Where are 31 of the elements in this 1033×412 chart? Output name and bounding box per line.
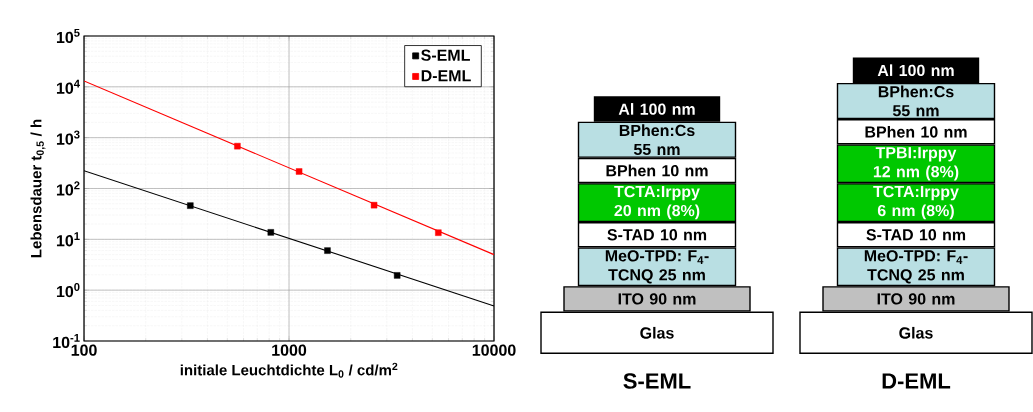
text: Al 100 nm: [877, 64, 954, 77]
text: TCTA:Irppy 6 nm (8%): [873, 185, 959, 220]
text: BPhen 10 nm: [606, 164, 708, 177]
text: Glas: [640, 326, 674, 339]
y-tick-label: 10$^{0}$: [56, 283, 80, 298]
y-tick-label: 10$^{2}$: [56, 181, 80, 196]
y-tick-label: 10$^{4}$: [56, 79, 80, 94]
text: BPhen:Cs 55 nm: [878, 85, 954, 117]
text: S-EML: [623, 373, 691, 389]
y-tick-label: 10$^{5}$: [56, 28, 80, 44]
text: S-TAD 10 nm: [607, 229, 707, 241]
legend-label: D-EML: [421, 70, 471, 82]
text: Al 100 nm: [618, 103, 695, 115]
text: BPhen 10 nm: [865, 125, 967, 138]
text: MeO-TPD: F$_{4}$-TCNQ 25 nm: [864, 250, 968, 284]
y-tick-label: 10$^{3}$: [56, 130, 80, 145]
text: ITO 90 nm: [877, 293, 955, 305]
text: TCTA:Irppy 20 nm (8%): [614, 185, 700, 220]
x-tick-label: 1000: [272, 344, 307, 356]
text: S-TAD 10 nm: [866, 229, 966, 241]
text: BPhen:Cs 55 nm: [619, 124, 695, 156]
text: Glas: [899, 326, 933, 339]
text: ITO 90 nm: [618, 293, 696, 305]
text: TPBI:Irppy 12 nm (8%): [873, 147, 959, 181]
text: D-EML: [882, 373, 951, 389]
x-axis-title: initiale Leuchtdichte L$_{0}$ / cd/m$^{2}$: [180, 362, 398, 378]
text: MeO-TPD: F$_{4}$-TCNQ 25 nm: [605, 250, 709, 284]
x-tick-label: 10000: [472, 344, 516, 356]
legend-label: S-EML: [421, 49, 470, 61]
y-axis-title: Lebensdauer t$_{0,5}$ / h: [30, 119, 46, 258]
y-tick-label: 10$^{1}$: [56, 232, 80, 247]
